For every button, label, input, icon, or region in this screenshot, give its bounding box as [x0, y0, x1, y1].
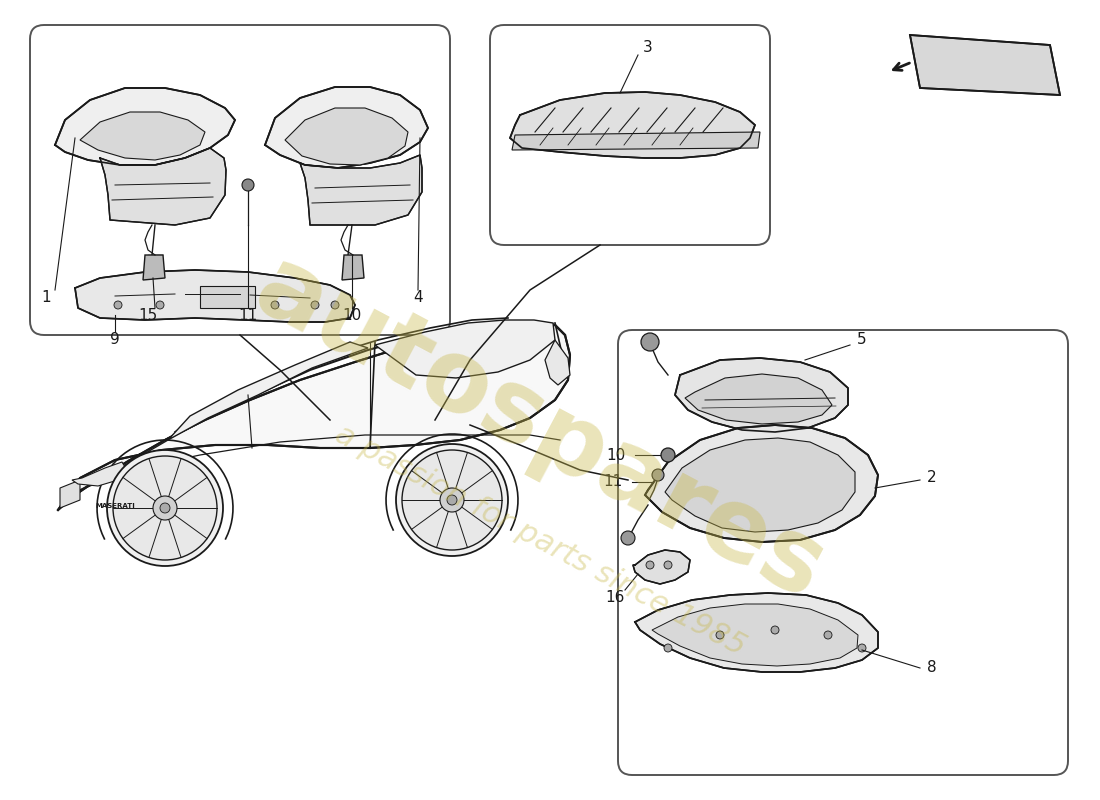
Polygon shape [75, 270, 355, 322]
Text: 4: 4 [414, 290, 422, 306]
Text: 16: 16 [605, 590, 625, 606]
Polygon shape [685, 374, 832, 424]
Circle shape [646, 561, 654, 569]
Polygon shape [635, 593, 878, 672]
Polygon shape [375, 320, 556, 378]
Polygon shape [55, 88, 235, 165]
Polygon shape [544, 340, 570, 385]
Text: 5: 5 [857, 333, 867, 347]
Polygon shape [72, 462, 128, 486]
Polygon shape [265, 87, 428, 168]
Polygon shape [645, 425, 878, 542]
Polygon shape [910, 35, 1060, 95]
Circle shape [664, 644, 672, 652]
Circle shape [716, 631, 724, 639]
Circle shape [396, 444, 508, 556]
Circle shape [402, 450, 502, 550]
Text: 11: 11 [239, 309, 257, 323]
Polygon shape [100, 148, 226, 225]
Circle shape [661, 448, 675, 462]
Polygon shape [512, 132, 760, 150]
Bar [200, 286, 255, 308]
FancyBboxPatch shape [30, 25, 450, 335]
Circle shape [271, 301, 279, 309]
Polygon shape [285, 108, 408, 165]
Polygon shape [675, 358, 848, 432]
Circle shape [331, 301, 339, 309]
Polygon shape [58, 322, 570, 510]
Polygon shape [666, 438, 855, 532]
Polygon shape [300, 155, 422, 225]
Polygon shape [632, 550, 690, 584]
Text: 10: 10 [606, 447, 626, 462]
Circle shape [824, 631, 832, 639]
Circle shape [771, 626, 779, 634]
Circle shape [153, 496, 177, 520]
Circle shape [447, 495, 456, 505]
Text: 15: 15 [139, 309, 157, 323]
Text: 2: 2 [927, 470, 937, 486]
Text: 1: 1 [41, 290, 51, 306]
FancyBboxPatch shape [618, 330, 1068, 775]
Circle shape [664, 561, 672, 569]
Text: a passion for parts since 1985: a passion for parts since 1985 [330, 419, 750, 661]
Polygon shape [60, 480, 80, 508]
Text: MASERATI: MASERATI [95, 503, 135, 509]
Text: 11: 11 [604, 474, 623, 490]
Circle shape [160, 503, 170, 513]
Polygon shape [143, 255, 165, 280]
Circle shape [107, 450, 223, 566]
Circle shape [652, 469, 664, 481]
Circle shape [242, 179, 254, 191]
Circle shape [641, 333, 659, 351]
Circle shape [114, 301, 122, 309]
Polygon shape [80, 112, 205, 160]
Text: 3: 3 [644, 39, 653, 54]
Circle shape [156, 301, 164, 309]
Text: 10: 10 [342, 309, 362, 323]
Polygon shape [652, 604, 858, 666]
Text: 8: 8 [927, 661, 937, 675]
Polygon shape [510, 92, 755, 158]
Text: 9: 9 [110, 333, 120, 347]
Circle shape [440, 488, 464, 512]
FancyBboxPatch shape [490, 25, 770, 245]
Circle shape [858, 644, 866, 652]
Text: autospares: autospares [239, 239, 842, 621]
Circle shape [311, 301, 319, 309]
Circle shape [621, 531, 635, 545]
Polygon shape [168, 342, 368, 440]
Circle shape [113, 456, 217, 560]
Polygon shape [342, 255, 364, 280]
